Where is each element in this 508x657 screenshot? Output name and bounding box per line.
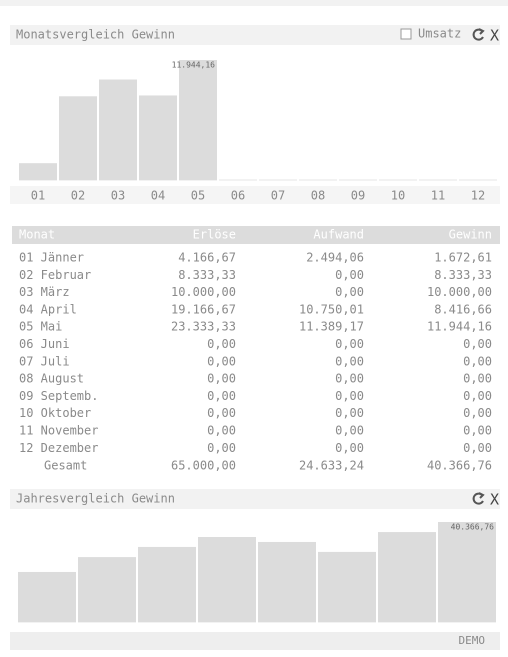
table-cell: 0,00 [207,372,236,386]
bar [198,537,256,622]
table-cell: 0,00 [207,354,236,368]
total-cell: 40.366,76 [427,459,492,473]
panel-title: Monatsvergleich Gewinn [16,28,175,42]
table-cell: 0,00 [335,372,364,386]
table-cell: 10.000,00 [427,285,492,299]
table-cell: 12 Dezember [19,441,98,455]
table-cell: 02 Februar [19,268,91,282]
panel-header [10,25,500,45]
table-cell: 0,00 [207,441,236,455]
table-cell: 09 Septemb. [19,389,98,403]
panel-header [10,489,500,509]
top-bar [0,0,508,6]
x-tick-label: 12 [471,189,485,203]
table-cell: 11.944,16 [427,320,492,334]
checkbox-label[interactable]: Umsatz [418,27,461,41]
bar [139,95,177,180]
x-tick-label: 03 [111,189,125,203]
table-cell: 06 Juni [19,337,70,351]
table-cell: 10.000,00 [171,285,236,299]
table-cell: 4.166,67 [178,251,236,265]
table-cell: 8.333,33 [178,268,236,282]
table-cell: 10 Oktober [19,406,91,420]
table-cell: 01 Jänner [19,251,84,265]
table-cell: 8.333,33 [434,268,492,282]
column-header: Monat [19,228,55,242]
table-cell: 0,00 [335,406,364,420]
table-cell: 11 November [19,424,98,438]
table-cell: 0,00 [463,337,492,351]
table-cell: 0,00 [335,441,364,455]
table-cell: 23.333,33 [171,320,236,334]
table-cell: 0,00 [207,406,236,420]
x-tick-label: 07 [271,189,285,203]
bar [59,96,97,180]
table-cell: 0,00 [335,285,364,299]
table-cell: 0,00 [463,372,492,386]
value-label: 11.944,16 [172,61,216,70]
column-header: Erlöse [193,228,236,242]
table-cell: 19.166,67 [171,302,236,316]
table-cell: 07 Juli [19,354,70,368]
x-tick-label: 09 [351,189,365,203]
table-cell: 0,00 [463,389,492,403]
column-header: Gewinn [449,228,492,242]
refresh-icon[interactable] [472,492,485,505]
bar [258,541,316,622]
bar [19,163,57,180]
table-cell: 0,00 [335,424,364,438]
table-cell: 0,00 [207,389,236,403]
bar [18,571,76,622]
table-cell: 0,00 [463,441,492,455]
x-tick-label: 05 [191,189,205,203]
total-cell: 65.000,00 [171,459,236,473]
footer-text: DEMO [459,634,486,647]
table-cell: 0,00 [463,406,492,420]
bar [179,60,217,180]
total-cell: 24.633,24 [299,459,364,473]
table-cell: 08 August [19,372,84,386]
x-tick-label: 08 [311,189,325,203]
x-tick-label: 10 [391,189,405,203]
bar [318,551,376,622]
x-tick-label: 04 [151,189,165,203]
table-cell: 10.750,01 [299,302,364,316]
bar [138,546,196,622]
x-tick-label: 06 [231,189,245,203]
close-button[interactable]: X [490,491,499,509]
panel-title: Jahresvergleich Gewinn [16,492,175,506]
table-cell: 0,00 [463,354,492,368]
table-cell: 03 März [19,285,70,299]
x-tick-label: 11 [431,189,445,203]
bar [378,532,436,622]
table-cell: 1.672,61 [434,251,492,265]
table-header [12,226,500,244]
x-tick-label: 02 [71,189,85,203]
table-cell: 05 Mai [19,320,62,334]
table-cell: 0,00 [335,268,364,282]
checkbox[interactable] [400,28,412,40]
total-cell: Gesamt [44,459,87,473]
close-button[interactable]: X [490,27,499,45]
table-cell: 0,00 [463,424,492,438]
table-cell: 0,00 [335,337,364,351]
table-cell: 0,00 [335,354,364,368]
table-cell: 8.416,66 [434,302,492,316]
bar [99,79,137,180]
table-cell: 04 April [19,302,77,316]
table-cell: 11.389,17 [299,320,364,334]
bar [78,557,136,622]
footer-bar [10,632,500,650]
value-label: 40.366,76 [451,523,495,532]
table-cell: 0,00 [207,424,236,438]
table-cell: 2.494,06 [306,251,364,265]
table-cell: 0,00 [335,389,364,403]
column-header: Aufwand [313,228,364,242]
bar [438,522,496,622]
x-tick-label: 01 [31,189,45,203]
refresh-icon[interactable] [472,28,485,41]
table-cell: 0,00 [207,337,236,351]
x-axis-band [10,186,500,204]
